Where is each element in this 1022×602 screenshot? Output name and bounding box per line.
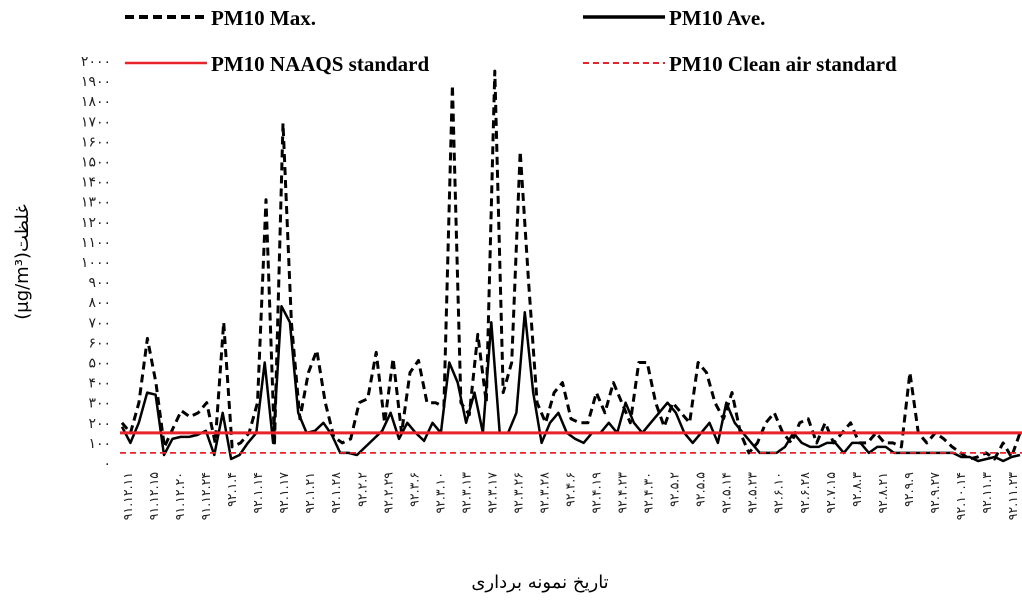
x-tick-label: ۹۲.۱.۲۸ — [328, 472, 343, 514]
x-tick-label: ۹۲.۶.۱۰ — [771, 472, 786, 514]
x-tick-label: ۹۲.۸.۳ — [849, 472, 864, 507]
x-tick-label: ۹۲.۳.۲۸ — [537, 472, 552, 514]
x-tick-label: ۹۲.۱۱.۳ — [979, 472, 994, 514]
x-tick-label: ۹۱.۱۲.۲۰ — [172, 472, 187, 520]
x-tick-label: ۹۲.۴.۲۳ — [615, 472, 630, 514]
x-tick-label: ۹۲.۱.۴ — [224, 472, 239, 507]
series-line-pm10-max — [120, 69, 1022, 461]
y-tick-label: ۱۲۰۰ — [81, 215, 111, 231]
series-line-pm10-ave — [120, 304, 1021, 463]
y-tick-label: ۰ — [103, 456, 111, 472]
x-tick-label: ۹۲.۴.۶ — [563, 472, 578, 507]
y-axis-title: (μg/m³)غلظت — [12, 204, 33, 320]
y-tick-label: ۹۰۰ — [88, 275, 111, 291]
x-tick-label: ۹۲.۲.۲۹ — [380, 472, 395, 514]
x-tick-label: ۹۲.۵.۲۳ — [745, 472, 760, 514]
x-tick-label: ۹۲.۳.۱۰ — [432, 472, 447, 514]
legend-label-pm10-ave: PM10 Ave. — [669, 6, 765, 30]
x-tick-label: ۹۲.۵.۲ — [667, 472, 682, 507]
legend-label-pm10-naaqs: PM10 NAAQS standard — [211, 52, 430, 76]
y-axis-ticks: ۰ ۱۰۰ ۲۰۰ ۳۰۰ ۴۰۰ ۵۰۰ ۶۰۰ ۷۰۰ ۸۰۰ ۹۰۰ ۱۰۰۰ ۱۱۰۰ ۱۲۰۰… — [81, 54, 111, 472]
y-tick-label: ۲۰۰۰ — [81, 54, 111, 70]
y-tick-label: ۱۰۰۰ — [81, 255, 111, 271]
y-tick-label: ۸۰۰ — [88, 295, 111, 311]
x-tick-label: ۹۱.۱۲.۱۵ — [146, 472, 161, 521]
x-axis-title: تاریخ نمونه برداری — [471, 572, 608, 593]
x-tick-label: ۹۲.۷.۱۵ — [823, 472, 838, 514]
x-tick-label: ۹۲.۲.۲ — [354, 472, 369, 507]
x-tick-label: ۹۲.۵.۵ — [693, 472, 708, 507]
y-tick-label: ۷۰۰ — [88, 315, 111, 331]
y-tick-label: ۱۰۰ — [88, 436, 111, 452]
x-tick-label: ۹۲.۳.۶ — [406, 472, 421, 507]
series-group — [120, 69, 1022, 463]
y-tick-label: ۲۰۰ — [88, 416, 111, 432]
legend-label-pm10-clean-air: PM10 Clean air standard — [669, 52, 897, 76]
x-tick-label: ۹۲.۹.۹ — [901, 472, 916, 507]
x-tick-label: ۹۲.۳.۱۷ — [484, 472, 499, 514]
y-tick-label: ۶۰۰ — [88, 335, 111, 351]
y-tick-label: ۳۰۰ — [88, 396, 111, 412]
x-tick-label: ۹۲.۵.۱۴ — [719, 472, 734, 514]
x-tick-label: ۹۲.۱.۱۷ — [276, 472, 291, 514]
x-axis-ticks: ۹۱.۱۲.۱۱ ۹۱.۱۲.۱۵ ۹۱.۱۲.۲۰ ۹۱.۱۲.۲۴ ۹۲.۱.۴ ۹۲… — [120, 472, 1020, 521]
y-tick-label: ۱۴۰۰ — [81, 175, 111, 191]
x-tick-label: ۹۲.۶.۲۸ — [797, 472, 812, 514]
y-tick-label: ۱۱۰۰ — [81, 235, 111, 251]
y-tick-label: ۵۰۰ — [88, 356, 111, 372]
x-tick-label: ۹۲.۴.۳۰ — [641, 472, 656, 514]
x-tick-label: ۹۱.۱۲.۱۱ — [120, 472, 135, 520]
x-tick-label: ۹۲.۴.۱۹ — [589, 472, 604, 514]
y-tick-label: ۱۷۰۰ — [81, 114, 111, 130]
y-tick-label: ۱۳۰۰ — [81, 195, 111, 211]
legend: PM10 Max. PM10 Ave. PM10 NAAQS standard … — [125, 6, 897, 76]
x-tick-label: ۹۲.۹.۲۷ — [927, 472, 942, 514]
y-tick-label: ۴۰۰ — [88, 376, 111, 392]
x-tick-label: ۹۲.۳.۲۶ — [510, 472, 525, 514]
legend-label-pm10-max: PM10 Max. — [211, 6, 316, 30]
x-tick-label: ۹۲.۸.۲۱ — [875, 472, 890, 514]
x-tick-label: ۹۲.۳.۱۳ — [458, 472, 473, 514]
y-tick-label: ۱۶۰۰ — [81, 134, 111, 150]
y-tick-label: ۱۸۰۰ — [81, 94, 111, 110]
y-tick-label: ۱۹۰۰ — [81, 74, 111, 90]
x-tick-label: ۹۱.۱۲.۲۴ — [198, 472, 213, 520]
x-tick-label: ۹۲.۱.۲۱ — [302, 472, 317, 514]
x-tick-label: ۹۲.۱۰.۱۴ — [953, 472, 968, 520]
x-tick-label: ۹۲.۱.۱۴ — [250, 472, 265, 514]
x-tick-label: ۹۲.۱۱.۲۳ — [1005, 472, 1020, 521]
y-tick-label: ۱۵۰۰ — [81, 155, 111, 171]
